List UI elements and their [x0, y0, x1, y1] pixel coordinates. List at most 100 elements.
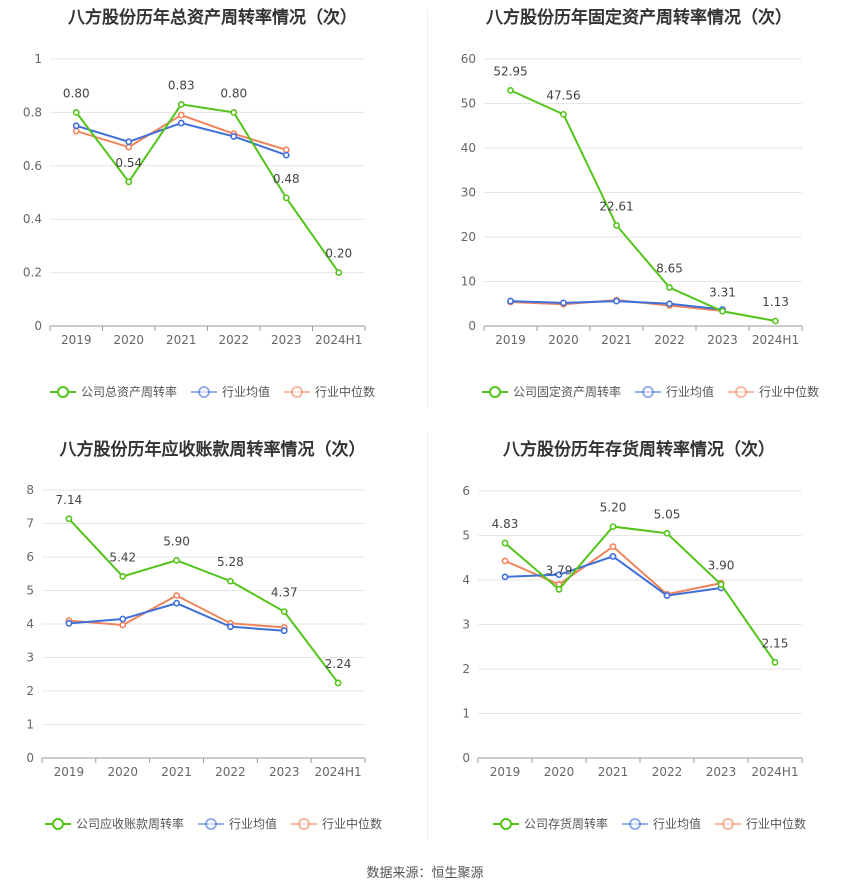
chart-title: 八方股份历年总资产周转率情况（次）	[68, 8, 357, 28]
data-point	[173, 556, 180, 564]
legend-label: 行业均值	[229, 817, 278, 831]
data-point	[280, 627, 288, 635]
legend-item[interactable]: 公司总资产周转率	[50, 383, 177, 400]
legend-line-circle-icon	[728, 385, 755, 398]
series-line	[75, 103, 340, 274]
legend-item[interactable]: 公司存货周转率	[493, 815, 608, 832]
y-tick-label: 30	[461, 186, 476, 200]
data-label: 0.83	[168, 78, 195, 92]
legend-label: 行业均值	[222, 385, 271, 399]
legend-item[interactable]: 行业均值	[622, 815, 701, 832]
data-point	[609, 553, 617, 560]
x-tick-label: 2019	[61, 333, 92, 347]
legend-item[interactable]: 行业中位数	[715, 815, 806, 832]
data-point	[119, 615, 127, 623]
y-tick-label: 0	[468, 319, 476, 333]
legend-label: 公司总资产周转率	[81, 385, 178, 399]
x-tick-label: 2021	[601, 333, 632, 347]
chart-title: 八方股份历年存货周转率情况（次）	[503, 440, 775, 460]
legend-item[interactable]: 行业中位数	[728, 383, 819, 400]
data-point	[72, 122, 80, 130]
x-tick-label: 2023	[271, 333, 302, 347]
data-label: 5.28	[217, 555, 244, 569]
series-line	[75, 122, 287, 157]
chart-receivables-turnover: 八方股份历年应收账款周转率情况（次） 0 1 2 3 4 5 6 7 8 2019 2020 2021…	[0, 425, 425, 850]
legend-item[interactable]: 行业均值	[198, 815, 277, 832]
data-point	[125, 178, 133, 186]
data-point	[125, 143, 133, 151]
series-line	[68, 602, 285, 632]
data-point	[119, 621, 127, 629]
y-tick-label: 0.4	[23, 212, 42, 226]
data-point	[555, 585, 563, 593]
chart-legend: 公司总资产周转率 行业均值 行业中位数	[50, 383, 389, 400]
chart-legend: 公司固定资产周转率 行业均值 行业中位数	[482, 383, 833, 400]
x-tick-label: 2024H1	[752, 333, 799, 347]
data-label: 3.31	[709, 285, 736, 299]
data-point	[173, 592, 180, 599]
x-tick-label: 2024H1	[315, 333, 362, 347]
y-tick-label: 4	[26, 617, 34, 631]
legend-item[interactable]: 公司应收账款周转率	[45, 815, 184, 832]
legend-item[interactable]: 行业中位数	[284, 383, 375, 400]
panel-divider	[427, 432, 428, 840]
data-point	[230, 109, 238, 116]
x-tick-label: 2019	[54, 765, 85, 779]
data-point	[65, 515, 73, 523]
chart-plot: 0 1 2 3 4 5 6 7 8 2019 2020 2021 2022 2023 2024H1 7.14 5…	[26, 483, 366, 779]
data-point	[666, 284, 673, 291]
data-point	[772, 317, 779, 325]
legend-item[interactable]: 行业均值	[635, 383, 714, 400]
y-tick-label: 1	[462, 707, 470, 721]
y-tick-label: 6	[462, 484, 470, 498]
legend-line-circle-icon	[482, 385, 508, 398]
legend-line-circle-icon	[291, 817, 318, 830]
data-label: 5.42	[109, 550, 136, 564]
data-point	[65, 619, 73, 627]
chart-total-asset-turnover: 八方股份历年总资产周转率情况（次） 0 0.2 0.4 0.6 0.8 1 2019 2020…	[0, 0, 425, 410]
data-point	[282, 194, 290, 202]
x-tick-label: 2022	[652, 765, 683, 779]
data-label: 0.80	[63, 86, 90, 100]
data-point	[560, 299, 567, 307]
chart-legend: 公司应收账款周转率 行业均值 行业中位数	[45, 815, 396, 832]
y-tick-label: 10	[461, 275, 476, 289]
y-tick-label: 0.6	[23, 159, 42, 173]
data-label: 0.54	[115, 156, 142, 170]
x-tick-label: 2023	[269, 765, 300, 779]
data-point	[501, 573, 509, 581]
data-point	[555, 571, 563, 579]
legend-item[interactable]: 公司固定资产周转率	[482, 383, 621, 400]
legend-label: 公司存货周转率	[524, 817, 609, 831]
legend-item[interactable]: 行业均值	[191, 383, 270, 400]
x-tick-label: 2023	[707, 333, 738, 347]
y-tick-label: 5	[26, 584, 34, 598]
data-point	[72, 109, 80, 116]
data-point	[501, 539, 509, 547]
y-tick-label: 7	[26, 517, 34, 531]
data-label: 8.65	[656, 262, 683, 276]
data-point	[609, 523, 617, 530]
panel-divider	[427, 10, 428, 408]
chart-legend: 公司存货周转率 行业均值 行业中位数	[493, 815, 820, 832]
series-line	[510, 89, 776, 322]
legend-item[interactable]: 行业中位数	[291, 815, 382, 832]
y-tick-label: 40	[461, 141, 476, 155]
legend-label: 行业中位数	[315, 385, 376, 399]
data-point	[560, 110, 567, 118]
data-label: 5.05	[654, 507, 681, 521]
data-point	[282, 146, 290, 154]
y-tick-label: 8	[26, 483, 34, 497]
x-tick-label: 2020	[113, 333, 144, 347]
legend-line-circle-icon	[284, 385, 311, 398]
x-tick-label: 2020	[548, 333, 579, 347]
data-label: 0.48	[273, 172, 300, 186]
chart-title: 八方股份历年应收账款周转率情况（次）	[59, 440, 366, 460]
y-tick-label: 2	[26, 684, 34, 698]
data-point	[230, 133, 238, 140]
legend-line-circle-icon	[198, 817, 225, 830]
series-line	[504, 525, 776, 663]
legend-label: 行业中位数	[759, 385, 820, 399]
data-point	[507, 297, 514, 305]
data-label: 0.80	[220, 86, 247, 100]
